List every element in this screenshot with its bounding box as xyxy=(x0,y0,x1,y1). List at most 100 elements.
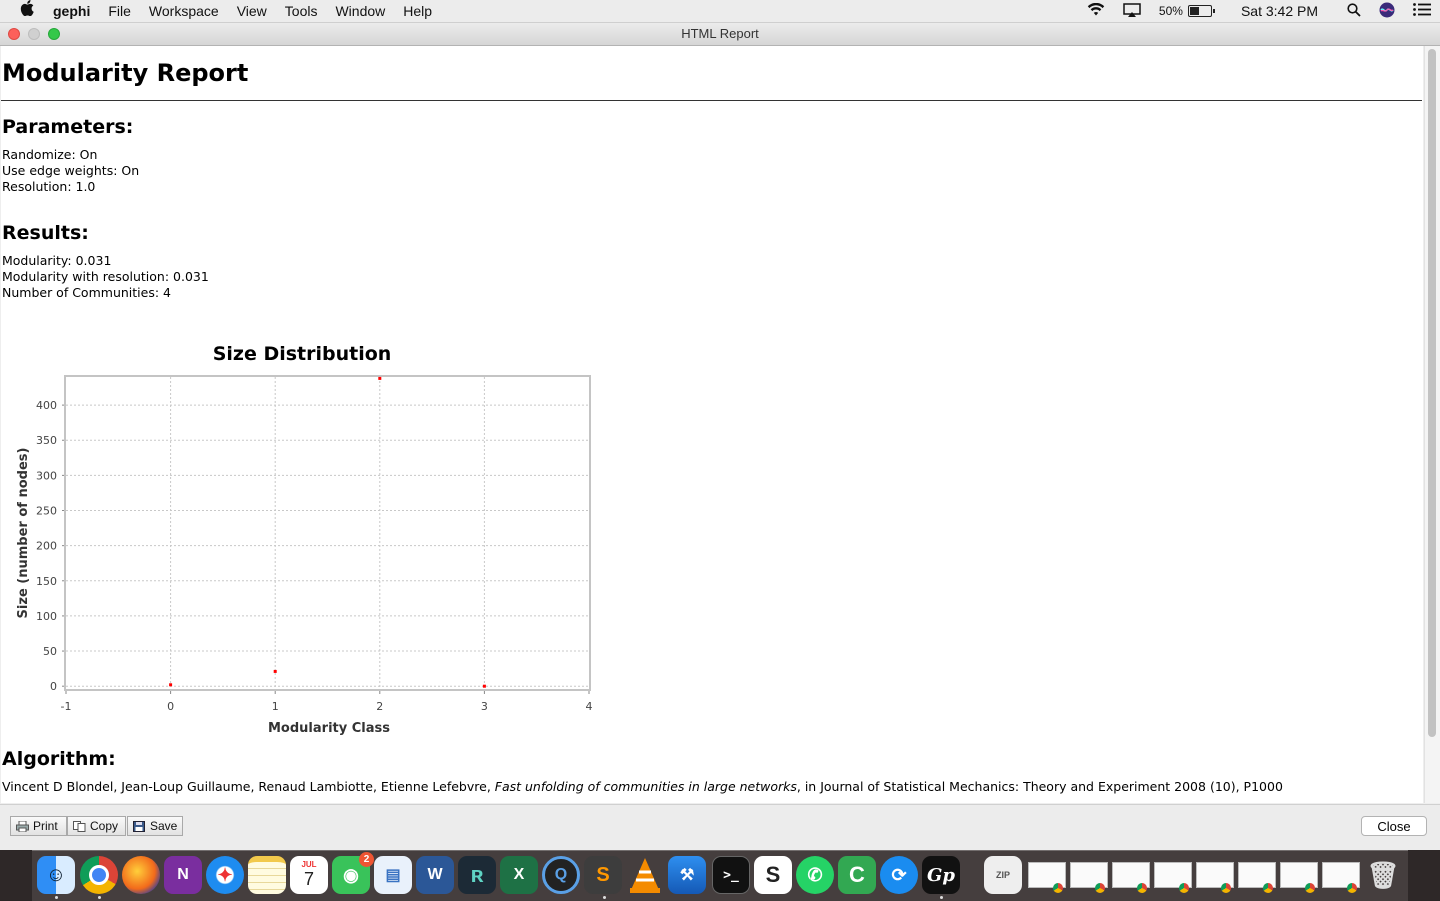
quicktime-icon[interactable]: Q xyxy=(542,856,580,894)
save-button[interactable]: Save xyxy=(127,816,183,836)
scrivener-icon[interactable]: S xyxy=(754,856,792,894)
minimized-window-thumbnail[interactable] xyxy=(1322,862,1360,893)
apple-menu-icon[interactable] xyxy=(0,0,44,22)
minimized-window-thumbnail[interactable] xyxy=(1028,862,1066,893)
minimized-window-thumbnail[interactable] xyxy=(1070,862,1108,893)
x-tick-label: 1 xyxy=(272,700,279,713)
siri-icon[interactable] xyxy=(1379,2,1395,21)
y-tick-label: 0 xyxy=(50,680,57,693)
camtasia-icon[interactable]: C xyxy=(838,856,876,894)
xcode-icon[interactable]: ⚒ xyxy=(668,856,706,894)
citation-title: Fast unfolding of communities in large n… xyxy=(494,779,797,794)
scrollbar-thumb[interactable] xyxy=(1428,49,1436,737)
preview-icon[interactable]: ▤ xyxy=(374,856,412,894)
gephi-icon[interactable]: Gp xyxy=(922,856,960,894)
report-title: Modularity Report xyxy=(2,59,249,87)
messages-icon[interactable]: ◉ 2 xyxy=(332,852,374,894)
running-indicator xyxy=(98,896,101,899)
wifi-icon[interactable] xyxy=(1087,2,1105,19)
param-edge-weights: Use edge weights: On xyxy=(2,163,140,178)
menu-app-name[interactable]: gephi xyxy=(53,3,91,19)
x-tick-label: 0 xyxy=(167,700,174,713)
printer-icon xyxy=(16,820,29,832)
x-tick-label: 3 xyxy=(481,700,488,713)
y-tick-label: 300 xyxy=(36,469,57,482)
notification-center-icon[interactable] xyxy=(1413,3,1431,19)
safari-icon[interactable]: ✦ xyxy=(206,856,244,894)
y-tick-label: 150 xyxy=(36,575,57,588)
result-modularity: Modularity: 0.031 xyxy=(2,253,112,268)
vertical-scrollbar[interactable] xyxy=(1424,46,1440,803)
spotlight-search-icon[interactable] xyxy=(1347,2,1361,20)
battery-status[interactable]: 50% xyxy=(1159,4,1215,18)
data-point xyxy=(378,376,382,380)
menu-bar: gephi File Workspace View Tools Window H… xyxy=(0,0,1440,23)
result-communities: Number of Communities: 4 xyxy=(2,285,171,300)
y-tick-label: 100 xyxy=(36,610,57,623)
algorithm-citation: Vincent D Blondel, Jean-Loup Guillaume, … xyxy=(2,779,1283,794)
y-tick-label: 350 xyxy=(36,434,57,447)
save-disk-icon xyxy=(133,820,146,832)
window-minimize-icon[interactable] xyxy=(28,28,40,40)
citation-authors: Vincent D Blondel, Jean-Loup Guillaume, … xyxy=(2,779,495,794)
param-randomize: Randomize: On xyxy=(2,147,98,162)
notes-icon[interactable] xyxy=(248,856,286,894)
calendar-day: 7 xyxy=(303,869,314,889)
battery-icon xyxy=(1187,5,1215,17)
menu-window[interactable]: Window xyxy=(335,3,386,19)
menu-workspace[interactable]: Workspace xyxy=(148,3,219,19)
copy-button[interactable]: Copy xyxy=(67,816,126,836)
messages-badge: 2 xyxy=(359,852,374,867)
app-icon[interactable]: ʀ xyxy=(458,856,496,894)
word-icon[interactable]: W xyxy=(416,856,454,894)
x-tick-label: 4 xyxy=(586,700,593,713)
minimized-window-thumbnail[interactable] xyxy=(1154,862,1192,893)
clock[interactable]: Sat 3:42 PM xyxy=(1240,3,1318,19)
window-close-icon[interactable] xyxy=(8,28,20,40)
menu-help[interactable]: Help xyxy=(403,3,433,19)
menu-tools[interactable]: Tools xyxy=(284,3,318,19)
x-axis-label: Modularity Class xyxy=(268,721,390,736)
chat-bubble-icon: ◉ xyxy=(343,864,359,885)
calendar-month: JUL xyxy=(301,860,317,869)
print-button[interactable]: Print xyxy=(10,816,67,836)
running-indicator xyxy=(940,896,943,899)
close-button[interactable]: Close xyxy=(1361,816,1427,836)
firefox-icon[interactable] xyxy=(122,856,160,894)
window-zoom-icon[interactable] xyxy=(48,28,60,40)
html-report-window: HTML Report Modularity Report Parameters… xyxy=(0,23,1440,851)
terminal-icon[interactable]: >_ xyxy=(712,856,750,894)
minimized-window-thumbnail[interactable] xyxy=(1280,862,1318,893)
print-label: Print xyxy=(33,819,58,833)
sublime-text-icon[interactable]: S xyxy=(584,856,622,894)
chart-title: Size Distribution xyxy=(213,343,392,365)
result-modularity-resolution: Modularity with resolution: 0.031 xyxy=(2,269,209,284)
finder-icon[interactable]: ☺ xyxy=(37,856,75,894)
size-distribution-chart: Size Distribution 0 50 100 150 200 250 300 350 4… xyxy=(16,343,593,736)
menu-file[interactable]: File xyxy=(108,3,131,19)
trash-icon[interactable]: 🗑 xyxy=(1366,859,1400,890)
report-content: Modularity Report Parameters: Randomize:… xyxy=(1,46,1423,803)
chrome-icon[interactable] xyxy=(80,856,118,894)
y-tick-label: 50 xyxy=(43,645,57,658)
minimized-window-thumbnail[interactable] xyxy=(1196,862,1234,893)
airplay-icon[interactable] xyxy=(1123,2,1141,20)
results-heading: Results: xyxy=(2,222,89,244)
minimized-window-thumbnail[interactable] xyxy=(1238,862,1276,893)
running-indicator xyxy=(55,896,58,899)
excel-icon[interactable]: X xyxy=(500,856,538,894)
share-icon[interactable]: ⟳ xyxy=(880,856,918,894)
calendar-icon[interactable]: JUL 7 xyxy=(290,856,328,894)
minimized-window-thumbnail[interactable] xyxy=(1112,862,1150,893)
title-divider xyxy=(1,100,1422,101)
param-resolution: Resolution: 1.0 xyxy=(2,179,96,194)
zip-archive-icon[interactable]: ZIP xyxy=(984,856,1022,894)
copy-label: Copy xyxy=(90,819,119,833)
menu-view[interactable]: View xyxy=(236,3,267,19)
vlc-icon[interactable] xyxy=(626,856,664,894)
window-titlebar[interactable]: HTML Report xyxy=(0,23,1440,46)
onenote-icon[interactable]: N xyxy=(164,856,202,894)
battery-level xyxy=(1189,7,1199,15)
whatsapp-icon[interactable]: ✆ xyxy=(796,856,834,894)
y-axis-label: Size (number of nodes) xyxy=(16,448,31,619)
